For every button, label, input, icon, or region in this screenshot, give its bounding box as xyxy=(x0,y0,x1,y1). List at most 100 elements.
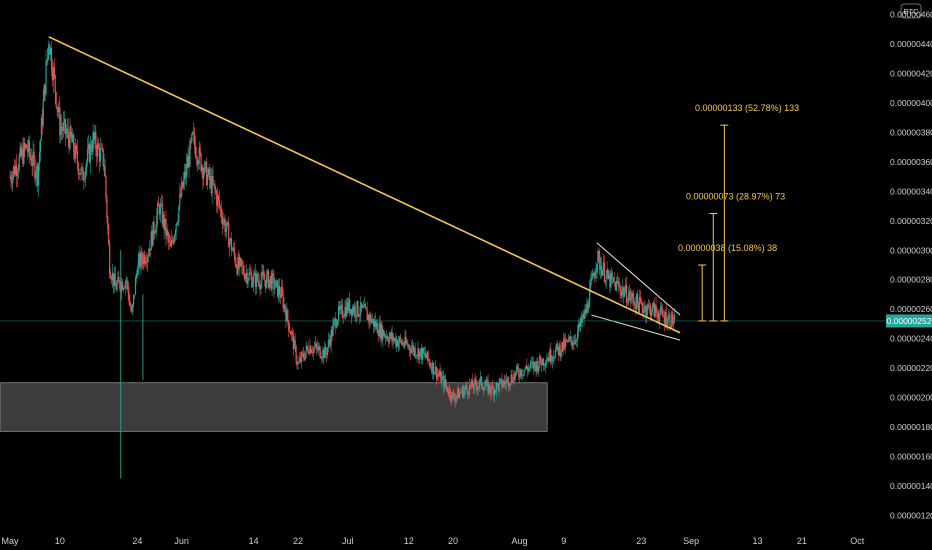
candle-body xyxy=(251,274,253,287)
candle-body xyxy=(375,322,377,328)
candle-body xyxy=(60,126,62,135)
quote-currency-badge-box[interactable] xyxy=(900,3,922,19)
target-measurement[interactable]: 0.00000038 (15.08%) 38 xyxy=(678,243,777,322)
target-measurements[interactable]: 0.00000038 (15.08%) 38 0.00000073 (28.97%… xyxy=(678,103,799,322)
candle-body xyxy=(40,118,42,141)
candle-body xyxy=(44,84,46,94)
target-label: 0.00000073 (28.97%) 73 xyxy=(686,191,785,201)
candle-body xyxy=(101,147,103,149)
candle-body xyxy=(502,384,504,387)
candle-body xyxy=(274,287,276,290)
candle-body xyxy=(584,309,586,319)
candle-body xyxy=(21,148,23,156)
candle-body xyxy=(366,309,368,320)
candle-body xyxy=(110,278,113,281)
candle-body xyxy=(182,179,185,188)
candle-body xyxy=(361,302,363,308)
candle-body xyxy=(660,306,663,310)
candle-body xyxy=(66,128,68,133)
candle-body xyxy=(117,277,119,284)
candle-body xyxy=(394,338,396,340)
candle-body xyxy=(472,387,474,390)
candle-body xyxy=(318,346,320,348)
x-tick-labels: May 10 24 Jun 14 22 Jul 12 20 Aug 9 23 Sep 13 21 Oct xyxy=(1,536,864,546)
candle-body xyxy=(664,312,666,324)
candle-body xyxy=(526,365,528,369)
candle-body xyxy=(544,364,546,366)
candle-body xyxy=(90,143,92,152)
candle-body xyxy=(273,275,275,290)
candle-body xyxy=(160,203,162,205)
candle-body xyxy=(278,285,281,295)
candle-body xyxy=(424,352,426,357)
candle-body xyxy=(207,168,210,175)
candle-body xyxy=(340,304,342,306)
candle-body xyxy=(352,307,354,313)
candle-body xyxy=(190,141,192,142)
candle-body xyxy=(409,349,412,354)
candle-body xyxy=(323,349,325,359)
candle-body xyxy=(521,374,523,376)
wedge-lower-line[interactable] xyxy=(591,314,681,341)
candle-body xyxy=(103,165,105,167)
candle-body xyxy=(354,306,356,316)
candle-body xyxy=(26,148,29,152)
candle-body xyxy=(403,345,405,347)
candle-body xyxy=(58,107,60,112)
candle-body xyxy=(515,371,517,377)
y-tick-label: 0.00000140 xyxy=(890,481,932,491)
candle-body xyxy=(136,273,138,275)
candle-body xyxy=(32,151,34,166)
candle-body xyxy=(205,161,207,163)
candle-body xyxy=(308,352,310,354)
candle-body xyxy=(355,315,357,317)
candle-body xyxy=(672,312,674,324)
candle-body xyxy=(422,348,425,353)
candle-body xyxy=(114,274,116,286)
candle-body xyxy=(656,311,658,313)
candle-body xyxy=(78,173,80,175)
candle-body xyxy=(447,391,449,395)
candle-body xyxy=(612,277,614,279)
y-tick-label: 0.00000440 xyxy=(890,39,932,49)
candle-body xyxy=(474,379,476,381)
candle-body xyxy=(432,362,434,373)
candle-body xyxy=(227,222,229,225)
candle-body xyxy=(86,148,89,162)
candle-body xyxy=(552,356,555,358)
candle-body xyxy=(480,376,482,380)
candle-body xyxy=(206,174,209,185)
candle-body xyxy=(628,291,630,296)
candle-body xyxy=(41,118,43,126)
candle-body xyxy=(600,266,602,270)
candle-body xyxy=(538,366,540,372)
y-tick-label: 0.00000200 xyxy=(890,393,932,403)
candle-body xyxy=(349,299,351,313)
candle-body xyxy=(458,392,461,399)
candle-body xyxy=(88,144,90,163)
target-measurement[interactable]: 0.00000073 (28.97%) 73 xyxy=(686,191,785,322)
candle-body xyxy=(158,206,161,215)
candle-body xyxy=(499,379,501,382)
candle-body xyxy=(661,309,664,316)
candle-body xyxy=(491,385,493,394)
candle-body xyxy=(465,385,467,389)
candle-body xyxy=(378,323,380,336)
quote-currency-badge[interactable]: BTC xyxy=(900,3,922,19)
wedge-upper-line[interactable] xyxy=(596,242,681,316)
candle-body xyxy=(404,336,406,346)
candle-body xyxy=(436,373,438,379)
candle-body xyxy=(94,132,96,140)
candle-body xyxy=(549,349,551,361)
target-measurement[interactable]: 0.00000133 (52.78%) 133 xyxy=(695,103,799,322)
descending-trendline[interactable] xyxy=(48,36,681,334)
candle-body xyxy=(380,324,382,338)
candle-body xyxy=(39,140,42,152)
candle-body xyxy=(344,306,346,317)
candle-body xyxy=(196,158,198,165)
candle-body xyxy=(49,44,51,55)
candle-body xyxy=(264,279,266,281)
candle-body xyxy=(176,222,178,225)
candle-body xyxy=(623,287,625,297)
